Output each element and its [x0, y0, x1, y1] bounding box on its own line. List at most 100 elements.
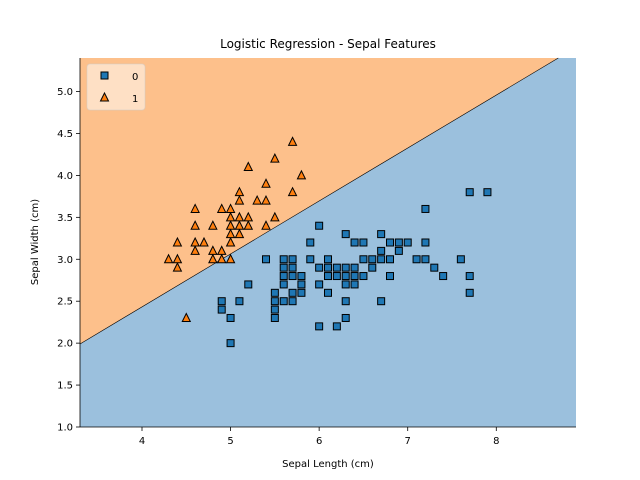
- data-point-series-0: [430, 263, 439, 272]
- data-point-series-1: [181, 312, 192, 322]
- legend-marker-series-1: [99, 91, 110, 102]
- data-point-series-1: [216, 203, 227, 213]
- data-point-series-0: [350, 280, 359, 289]
- x-axis: 4 5 6 7 8: [80, 426, 576, 447]
- data-point-series-0: [324, 263, 332, 272]
- data-point-series-0: [288, 263, 297, 272]
- data-point-series-0: [359, 272, 368, 281]
- data-point-series-1: [225, 220, 236, 230]
- data-point-series-1: [243, 211, 254, 222]
- data-point-series-0: [306, 238, 315, 247]
- data-point-series-0: [368, 255, 377, 264]
- data-point-series-1: [172, 262, 183, 272]
- data-point-series-0: [421, 255, 430, 264]
- data-point-series-1: [225, 236, 236, 247]
- y-tick-label: 4.0: [57, 171, 73, 182]
- data-point-series-1: [234, 186, 245, 197]
- data-point-series-1: [225, 228, 236, 239]
- y-tick-label: 3.0: [57, 255, 73, 266]
- y-tick-label: 4.5: [57, 129, 73, 140]
- decision-boundary-line: [79, 57, 559, 345]
- data-point-series-1: [261, 194, 271, 205]
- data-point-series-0: [439, 272, 448, 281]
- data-point-series-1: [261, 220, 271, 230]
- data-point-series-0: [341, 297, 350, 306]
- data-point-series-0: [465, 272, 474, 281]
- data-point-series-0: [226, 339, 235, 348]
- data-point-series-0: [324, 288, 332, 297]
- data-point-series-1: [216, 253, 227, 264]
- data-point-series-0: [341, 280, 350, 289]
- data-point-series-1: [190, 245, 200, 255]
- data-point-series-0: [350, 272, 359, 281]
- data-point-series-1: [296, 169, 307, 180]
- data-point-series-0: [324, 255, 332, 264]
- data-point-series-0: [297, 288, 306, 297]
- y-tick-label: 2.5: [57, 297, 73, 308]
- data-point-series-0: [332, 272, 341, 281]
- data-point-series-0: [341, 272, 350, 281]
- data-point-series-0: [394, 238, 403, 247]
- data-point-series-0: [377, 255, 386, 264]
- data-point-series-0: [306, 255, 315, 264]
- data-point-series-1: [225, 203, 236, 213]
- data-point-series-0: [350, 238, 359, 247]
- y-tick-label: 1.5: [57, 381, 73, 392]
- data-point-series-0: [341, 230, 350, 239]
- data-point-series-0: [315, 221, 324, 230]
- region-class-0: [80, 58, 576, 427]
- data-point-series-1: [208, 220, 218, 230]
- legend: 0 1: [86, 63, 146, 111]
- data-point-series-1: [287, 136, 298, 146]
- y-tick-label: 1.0: [57, 423, 73, 434]
- data-point-series-0: [332, 263, 341, 272]
- data-point-series-0: [386, 272, 394, 281]
- data-point-series-1: [252, 194, 262, 205]
- data-point-series-0: [235, 297, 244, 306]
- data-point-series-0: [394, 246, 403, 255]
- data-point-series-0: [359, 238, 368, 247]
- data-point-series-0: [386, 255, 394, 264]
- data-point-series-0: [279, 280, 288, 289]
- x-tick-label: 4: [139, 436, 145, 447]
- x-tick-label: 6: [316, 436, 322, 447]
- data-point-series-0: [377, 246, 386, 255]
- data-point-series-0: [270, 288, 279, 297]
- data-point-series-0: [217, 297, 226, 306]
- data-point-series-0: [421, 204, 430, 213]
- x-tick-label: 8: [493, 436, 499, 447]
- data-point-series-1: [208, 253, 218, 264]
- data-point-series-1: [287, 186, 298, 197]
- data-points: [163, 136, 492, 348]
- data-point-series-1: [208, 245, 218, 255]
- data-point-series-1: [234, 228, 245, 239]
- x-tick-label: 7: [405, 436, 411, 447]
- data-point-series-0: [262, 255, 270, 264]
- data-point-series-1: [190, 203, 200, 213]
- data-point-series-0: [332, 322, 341, 331]
- data-point-series-0: [465, 188, 474, 197]
- data-point-series-1: [225, 253, 236, 264]
- data-point-series-0: [270, 297, 279, 306]
- y-axis-label: Sepal Width (cm): [30, 199, 41, 285]
- data-point-series-0: [483, 188, 492, 197]
- data-point-series-0: [412, 255, 421, 264]
- legend-label-series-1: 1: [132, 94, 138, 105]
- y-tick-label: 5.0: [57, 87, 73, 98]
- data-point-series-0: [341, 313, 350, 322]
- data-point-series-1: [163, 253, 174, 264]
- y-tick-label: 3.5: [57, 213, 73, 224]
- data-point-series-0: [341, 263, 350, 272]
- y-tick-label: 2.0: [57, 339, 73, 350]
- data-point-series-0: [465, 288, 474, 297]
- data-point-series-0: [244, 280, 253, 289]
- data-point-series-0: [288, 272, 297, 281]
- data-point-series-0: [315, 263, 324, 272]
- legend-marker-series-0: [100, 71, 109, 80]
- data-point-series-1: [190, 220, 200, 230]
- x-axis-label: Sepal Length (cm): [282, 459, 374, 470]
- plot-area: [79, 57, 576, 427]
- data-point-series-1: [172, 253, 183, 264]
- data-point-series-0: [279, 255, 288, 264]
